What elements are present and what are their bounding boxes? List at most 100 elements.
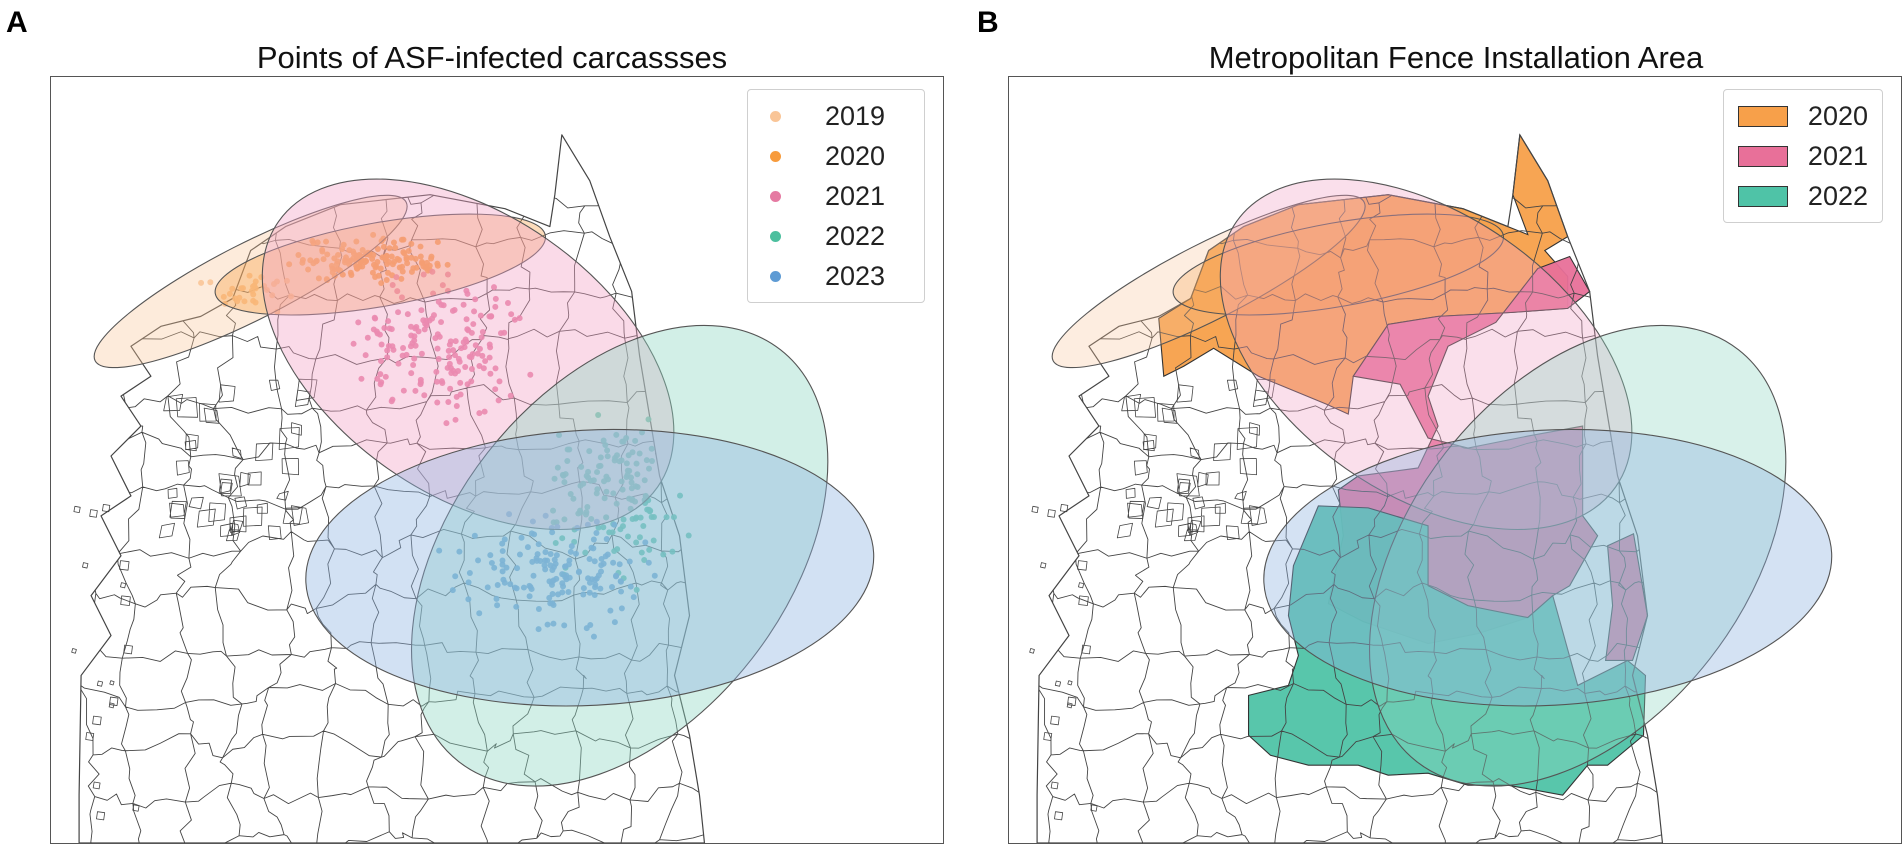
carcass-point bbox=[487, 552, 494, 559]
carcass-point bbox=[528, 586, 535, 593]
carcass-point bbox=[388, 253, 395, 260]
island bbox=[1078, 595, 1089, 606]
carcass-point bbox=[377, 371, 384, 378]
carcass-point bbox=[486, 354, 493, 361]
carcass-point bbox=[544, 621, 551, 628]
carcass-point bbox=[606, 529, 613, 536]
carcass-point bbox=[564, 458, 571, 464]
carcass-point bbox=[404, 311, 411, 318]
carcass-point bbox=[554, 523, 561, 530]
legend-item-2022: 2022 bbox=[1738, 176, 1868, 216]
carcass-point bbox=[660, 551, 667, 558]
carcass-point bbox=[492, 295, 499, 302]
carcass-point bbox=[562, 471, 569, 478]
island bbox=[1078, 582, 1085, 589]
carcass-point bbox=[634, 471, 641, 478]
carcass-point bbox=[585, 575, 592, 582]
carcass-point bbox=[378, 358, 384, 365]
carcass-point bbox=[323, 238, 330, 245]
carcass-point bbox=[449, 307, 456, 314]
carcass-point bbox=[619, 523, 626, 530]
carcass-point bbox=[594, 486, 601, 493]
carcass-point bbox=[550, 564, 557, 571]
carcass-point bbox=[438, 378, 445, 385]
carcass-point bbox=[445, 347, 452, 354]
carcass-point bbox=[535, 626, 542, 633]
carcass-point bbox=[410, 361, 417, 368]
metro-districts bbox=[1116, 378, 1276, 542]
carcass-point bbox=[372, 273, 379, 280]
carcass-point bbox=[617, 578, 624, 585]
carcass-point bbox=[384, 354, 391, 361]
carcass-point bbox=[586, 448, 593, 455]
carcass-point bbox=[478, 334, 485, 341]
carcass-point bbox=[542, 549, 549, 556]
island bbox=[1050, 781, 1059, 790]
carcass-point bbox=[520, 584, 527, 591]
carcass-point bbox=[562, 574, 569, 581]
carcass-point bbox=[411, 333, 418, 340]
carcass-point bbox=[591, 558, 598, 565]
carcass-point bbox=[628, 485, 635, 492]
carcass-point bbox=[623, 474, 630, 481]
carcass-point bbox=[534, 551, 541, 558]
carcass-point bbox=[554, 464, 561, 471]
carcass-point bbox=[586, 589, 593, 596]
carcass-point bbox=[530, 572, 537, 579]
carcass-points bbox=[198, 231, 692, 640]
carcass-point bbox=[412, 387, 419, 394]
carcass-point bbox=[601, 495, 608, 502]
carcass-point bbox=[417, 243, 424, 250]
legend-item-2021: 2021 bbox=[762, 176, 910, 216]
carcass-point bbox=[578, 463, 585, 470]
carcass-point bbox=[528, 530, 535, 537]
carcass-point bbox=[421, 392, 428, 399]
carcass-point bbox=[499, 561, 506, 568]
carcass-point bbox=[562, 563, 569, 570]
carcass-point bbox=[550, 620, 557, 627]
carcass-point bbox=[415, 328, 422, 335]
carcass-point bbox=[408, 268, 415, 275]
carcass-point bbox=[250, 291, 257, 298]
carcass-point bbox=[450, 367, 457, 374]
carcass-point bbox=[499, 548, 506, 555]
carcass-point bbox=[593, 530, 600, 537]
carcass-point bbox=[335, 266, 342, 273]
carcass-point bbox=[506, 511, 513, 518]
carcass-point bbox=[542, 566, 549, 573]
island bbox=[1040, 562, 1047, 569]
carcass-point bbox=[400, 236, 407, 243]
legend-item-2019: 2019 bbox=[762, 96, 910, 136]
carcass-point bbox=[645, 559, 652, 566]
carcass-point bbox=[477, 312, 484, 319]
carcass-point bbox=[320, 256, 327, 263]
carcass-point bbox=[309, 237, 316, 244]
carcass-point bbox=[299, 257, 306, 264]
map-a-canvas bbox=[71, 134, 875, 843]
island bbox=[1090, 804, 1098, 812]
carcass-point bbox=[601, 478, 608, 485]
carcass-point bbox=[482, 358, 489, 365]
carcass-point bbox=[604, 453, 611, 460]
island bbox=[120, 595, 131, 606]
carcass-point bbox=[633, 539, 640, 546]
carcass-point bbox=[452, 416, 459, 423]
carcass-point bbox=[411, 355, 418, 362]
carcass-point bbox=[400, 387, 407, 394]
legend-item-2020: 2020 bbox=[762, 136, 910, 176]
carcass-point bbox=[347, 269, 354, 276]
island bbox=[1066, 702, 1073, 709]
carcass-point bbox=[604, 551, 611, 558]
carcass-point bbox=[458, 345, 465, 352]
carcass-point bbox=[314, 239, 321, 246]
panel-b-letter: B bbox=[977, 6, 999, 39]
carcass-point bbox=[535, 606, 542, 613]
carcass-point bbox=[567, 548, 574, 555]
carcass-point bbox=[504, 300, 511, 307]
carcass-point bbox=[452, 352, 459, 359]
carcass-point bbox=[486, 341, 493, 348]
carcass-point bbox=[507, 392, 514, 399]
legend-marker-2021 bbox=[770, 190, 781, 202]
legend-item-2023: 2023 bbox=[762, 256, 910, 296]
carcass-point bbox=[465, 579, 472, 586]
